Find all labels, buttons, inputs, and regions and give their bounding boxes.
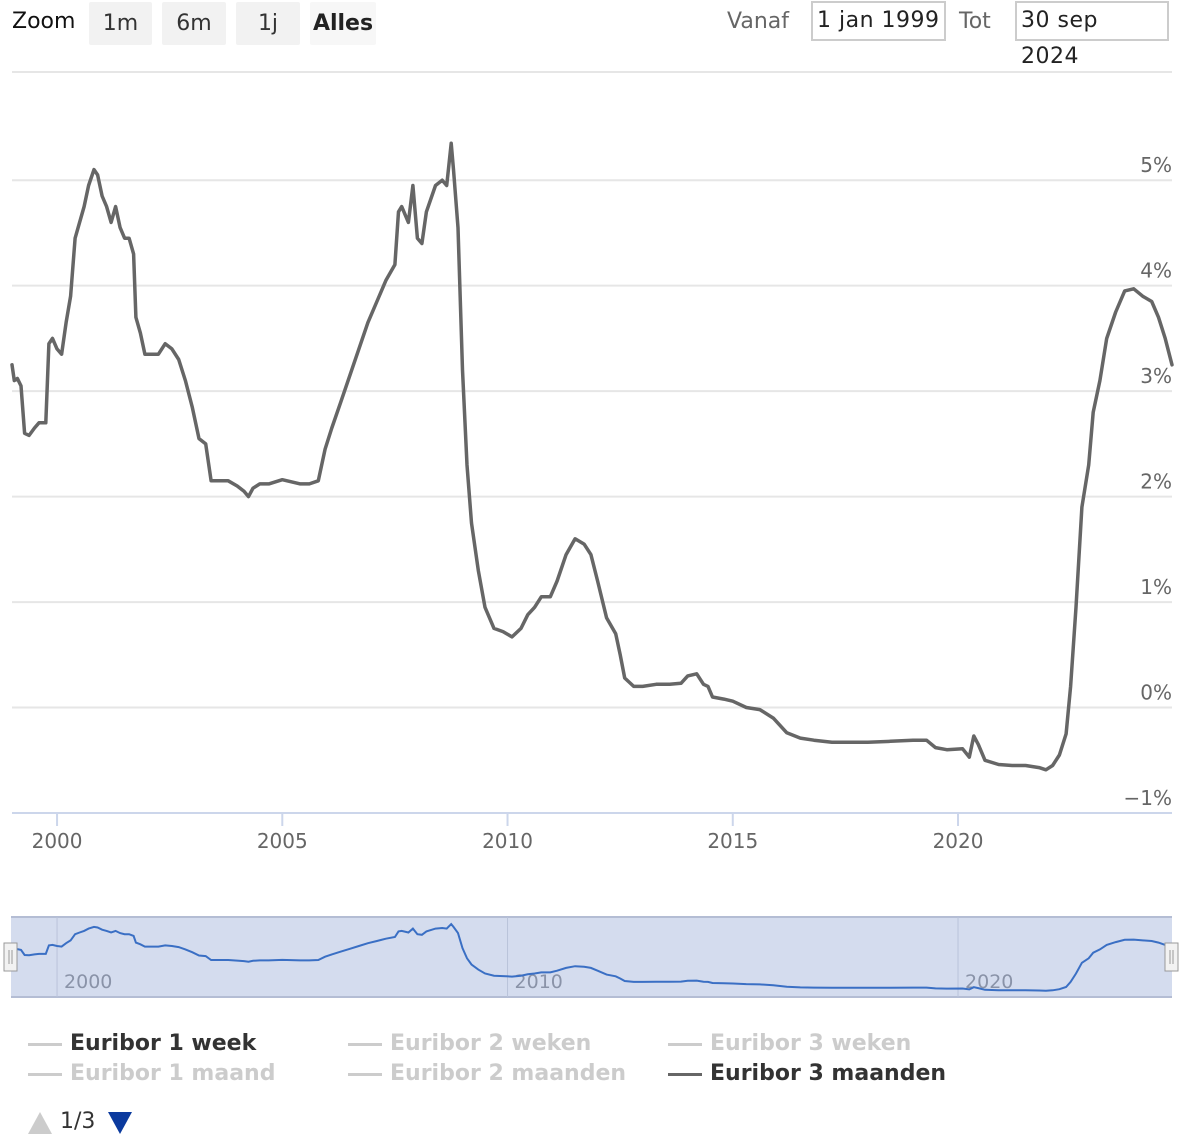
legend-label: Euribor 1 maand [70, 1061, 276, 1086]
y-tick-label: 2% [1140, 470, 1172, 494]
x-tick-label: 2020 [933, 829, 984, 853]
grid-lines [12, 179, 1172, 709]
legend-label: Euribor 3 maanden [710, 1061, 947, 1086]
legend-item-euribor-3-maanden[interactable]: Euribor 3 maanden [668, 1061, 946, 1086]
legend-item-euribor-2-maanden[interactable]: Euribor 2 maanden [348, 1061, 626, 1086]
to-label: Tot [959, 9, 991, 34]
navigator-tick-label: 2000 [64, 971, 112, 993]
legend-label: Euribor 2 weken [390, 1031, 592, 1056]
navigator-tick-label: 2010 [515, 971, 563, 993]
legend-label: Euribor 1 week [70, 1031, 257, 1056]
y-tick-label: 1% [1140, 575, 1172, 599]
x-tick-label: 2015 [707, 829, 758, 853]
y-tick-label: 4% [1140, 259, 1172, 283]
navigator-series-line [11, 922, 1173, 992]
x-tick-label: 2005 [257, 829, 308, 853]
zoom-all-button[interactable]: Alles [310, 2, 376, 45]
pager-text: 1/3 [60, 1109, 96, 1134]
legend-label: Euribor 2 maanden [390, 1061, 627, 1086]
x-axis-ticks [56, 813, 960, 826]
navigator-selected-range[interactable] [11, 917, 1172, 997]
navigator-labels: 2000 2010 2020 [64, 971, 1013, 993]
zoom-6m-button[interactable]: 6m [162, 2, 226, 45]
pager-down-arrow-icon[interactable] [108, 1112, 132, 1134]
zoom-1m-button[interactable]: 1m [89, 2, 152, 45]
legend-label: Euribor 3 weken [710, 1031, 912, 1056]
y-tick-label: 5% [1140, 153, 1172, 177]
navigator-right-handle[interactable] [1164, 942, 1179, 972]
legend-item-euribor-1-week[interactable]: Euribor 1 week [28, 1031, 256, 1056]
x-axis-labels: 2000 2005 2010 2015 2020 [32, 829, 984, 853]
main-chart[interactable]: −1% 0% 1% 2% 3% 4% 5% 2000 2005 2010 2015 2020 [0, 0, 1180, 880]
series-euribor-3-maanden-line[interactable] [10, 141, 1174, 772]
legend-swatch [668, 1072, 702, 1076]
navigator-grid [56, 917, 959, 997]
zoom-1j-button[interactable]: 1j [236, 2, 300, 45]
navigator[interactable]: 2000 2010 2020 [0, 910, 1180, 1010]
legend-item-euribor-2-weken[interactable]: Euribor 2 weken [348, 1031, 591, 1056]
legend-item-euribor-3-weken[interactable]: Euribor 3 weken [668, 1031, 911, 1056]
legend: Euribor 1 week Euribor 2 weken Euribor 3… [0, 1026, 1180, 1096]
pager-up-arrow-icon[interactable] [28, 1112, 52, 1134]
y-tick-label: 3% [1140, 364, 1172, 388]
y-axis-labels: −1% 0% 1% 2% 3% 4% 5% [1124, 153, 1173, 810]
legend-swatch [348, 1042, 382, 1046]
from-date-input[interactable]: 1 jan 1999 [811, 1, 946, 41]
legend-item-euribor-1-maand[interactable]: Euribor 1 maand [28, 1061, 275, 1086]
zoom-label: Zoom [12, 9, 76, 34]
navigator-left-handle[interactable] [3, 942, 18, 972]
range-selector: Zoom 1m 6m 1j Alles Vanaf 1 jan 1999 Tot… [0, 0, 1180, 69]
y-tick-label: 0% [1140, 681, 1172, 705]
legend-swatch [668, 1042, 702, 1046]
x-tick-label: 2010 [482, 829, 533, 853]
to-date-input[interactable]: 30 sep 2024 [1015, 1, 1169, 69]
from-label: Vanaf [727, 9, 789, 34]
legend-swatch [28, 1042, 62, 1046]
legend-swatch [28, 1072, 62, 1076]
legend-swatch [348, 1072, 382, 1076]
y-tick-label: −1% [1124, 786, 1173, 810]
x-tick-label: 2000 [32, 829, 83, 853]
